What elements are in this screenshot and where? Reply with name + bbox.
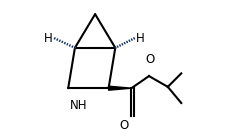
Text: O: O bbox=[145, 53, 154, 66]
Text: NH: NH bbox=[70, 99, 88, 112]
Text: O: O bbox=[119, 119, 129, 132]
Polygon shape bbox=[109, 86, 131, 90]
Text: H: H bbox=[136, 32, 145, 45]
Text: H: H bbox=[44, 32, 53, 45]
